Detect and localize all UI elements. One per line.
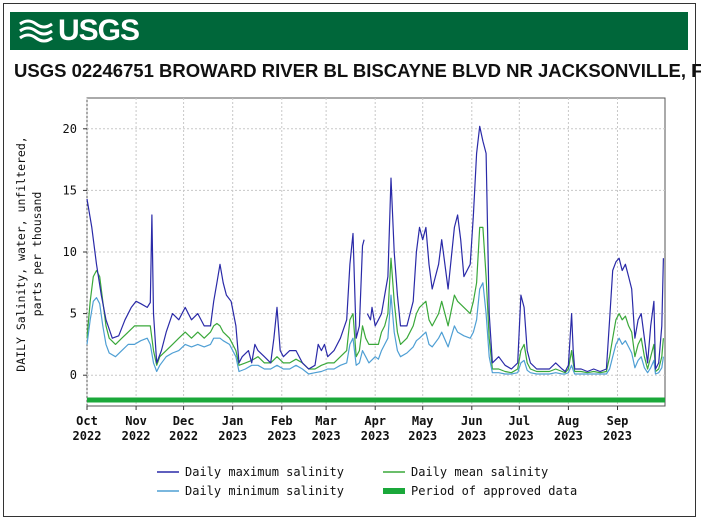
x-tick-year-9: 2023 [505,429,534,443]
legend-item-mean[interactable]: Daily mean salinity [383,465,548,479]
legend-swatch-approved [383,488,405,494]
y-tick-label-2: 10 [63,245,77,259]
series-line-min [86,282,664,375]
series-line-max [86,125,664,373]
legend-item-approved[interactable]: Period of approved data [383,484,577,498]
x-tick-label-9: Jul [508,414,530,428]
x-tick-label-7: May [412,414,434,428]
y-axis-label-line-1: DAILY Salinity, water, unfiltered, [14,136,28,371]
y-tick-label-4: 20 [63,122,77,136]
y-tick-label-3: 15 [63,183,77,197]
x-tick-year-3: 2023 [218,429,247,443]
x-tick-year-2: 2022 [169,429,198,443]
x-tick-label-5: Mar [315,414,337,428]
y-tick-label-1: 5 [70,307,77,321]
x-tick-label-3: Jan [222,414,244,428]
approved-data-bar [87,397,665,403]
x-tick-year-4: 2023 [267,429,296,443]
legend-label-min: Daily minimum salinity [185,484,344,498]
x-tick-year-7: 2023 [408,429,437,443]
x-tick-year-6: 2023 [361,429,390,443]
x-tick-label-11: Sep [607,414,629,428]
usgs-banner: USGS [10,12,688,50]
x-tick-label-0: Oct [76,414,98,428]
legend-item-max[interactable]: Daily maximum salinity [157,465,344,479]
series-line-mean [86,226,664,374]
usgs-logo[interactable]: USGS [18,14,140,47]
axes-layer: 05101520Oct2022Nov2022Dec2022Jan2023Feb2… [63,122,632,443]
y-axis-label-line-2: parts per thousand [30,192,44,317]
approved-period-layer [87,397,665,403]
x-tick-label-2: Dec [173,414,195,428]
x-tick-year-0: 2022 [73,429,102,443]
x-tick-year-1: 2022 [122,429,151,443]
station-title: USGS 02246751 BROWARD RIVER BL BISCAYNE … [14,60,701,81]
legend-item-min[interactable]: Daily minimum salinity [157,484,344,498]
legend: Daily maximum salinity Daily mean salini… [157,465,577,498]
x-tick-year-10: 2023 [554,429,583,443]
usgs-logo-text: USGS [58,14,140,47]
x-tick-year-5: 2023 [312,429,341,443]
x-tick-label-4: Feb [271,414,293,428]
usgs-wave-icon [19,19,53,43]
y-tick-label-0: 0 [70,368,77,382]
series-layer [86,125,664,375]
x-tick-label-8: Jun [461,414,483,428]
x-tick-label-1: Nov [125,414,147,428]
x-tick-label-6: Apr [364,414,386,428]
x-tick-year-8: 2023 [457,429,486,443]
legend-label-approved: Period of approved data [411,484,577,498]
x-tick-label-10: Aug [558,414,580,428]
legend-label-mean: Daily mean salinity [411,465,548,479]
legend-label-max: Daily maximum salinity [185,465,344,479]
x-tick-year-11: 2023 [603,429,632,443]
